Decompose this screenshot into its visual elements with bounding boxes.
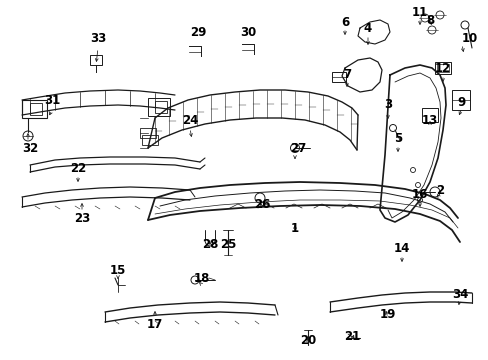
- Text: 32: 32: [22, 141, 38, 154]
- Bar: [421, 108, 437, 122]
- Text: 17: 17: [146, 319, 163, 332]
- Text: 31: 31: [44, 94, 60, 107]
- Text: 10: 10: [461, 31, 477, 45]
- Text: 5: 5: [393, 131, 401, 144]
- Text: 26: 26: [253, 198, 270, 211]
- Bar: [434, 62, 450, 74]
- Text: 18: 18: [193, 271, 210, 284]
- Text: 14: 14: [393, 242, 409, 255]
- Text: 7: 7: [342, 68, 350, 81]
- Text: 21: 21: [343, 330, 359, 343]
- Text: 33: 33: [90, 31, 106, 45]
- Text: 13: 13: [421, 113, 437, 126]
- Text: 11: 11: [411, 5, 427, 18]
- Bar: [155, 101, 167, 113]
- Text: 27: 27: [289, 141, 305, 154]
- Bar: [22, 100, 47, 118]
- Text: 25: 25: [220, 238, 236, 252]
- Text: 8: 8: [425, 13, 433, 27]
- Bar: [140, 128, 156, 138]
- Text: 6: 6: [340, 15, 348, 28]
- Text: 29: 29: [189, 26, 206, 39]
- Text: 16: 16: [411, 189, 427, 202]
- Text: 34: 34: [451, 288, 467, 302]
- Text: 24: 24: [182, 113, 198, 126]
- Bar: [436, 64, 448, 72]
- Text: 1: 1: [290, 221, 299, 234]
- Text: 2: 2: [435, 184, 443, 197]
- Text: 23: 23: [74, 211, 90, 225]
- Text: 22: 22: [70, 162, 86, 175]
- Text: 15: 15: [110, 264, 126, 276]
- Bar: [30, 103, 42, 115]
- Bar: [142, 135, 158, 145]
- Text: 4: 4: [363, 22, 371, 35]
- Text: 9: 9: [457, 95, 465, 108]
- Text: 30: 30: [240, 26, 256, 39]
- Bar: [148, 98, 170, 116]
- Text: 20: 20: [299, 333, 315, 346]
- Bar: [451, 90, 469, 110]
- Text: 28: 28: [202, 238, 218, 252]
- Bar: [331, 72, 346, 82]
- Text: 19: 19: [379, 309, 395, 321]
- Text: 12: 12: [434, 62, 450, 75]
- Bar: [90, 55, 102, 65]
- Text: 3: 3: [383, 99, 391, 112]
